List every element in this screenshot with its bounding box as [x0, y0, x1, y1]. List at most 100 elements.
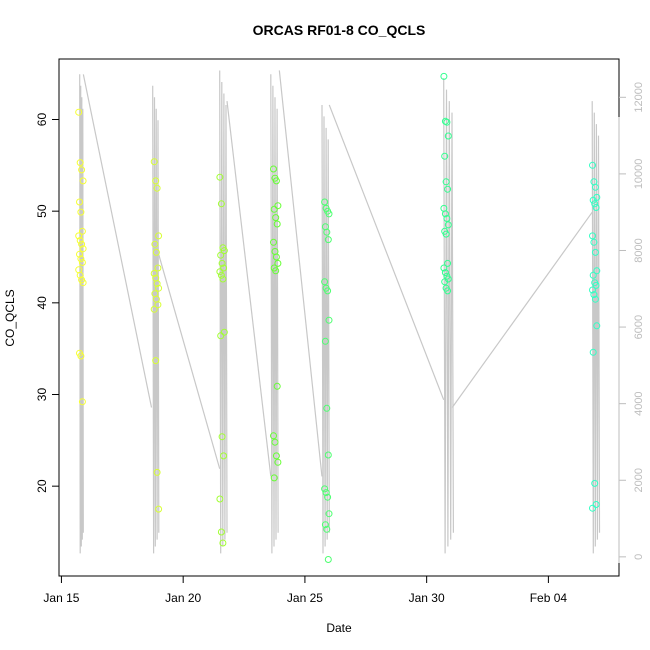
altitude-connector — [328, 104, 445, 401]
data-point — [153, 184, 161, 192]
data-point — [153, 280, 161, 288]
data-point — [76, 250, 83, 258]
x-tick-label: Jan 30 — [409, 591, 445, 605]
data-point — [321, 278, 329, 286]
data-point — [591, 479, 599, 487]
data-point — [155, 284, 163, 292]
data-point — [220, 452, 228, 460]
data-point — [270, 432, 277, 440]
secondary-y-tick-label: 6000 — [633, 315, 645, 339]
data-point — [152, 357, 160, 365]
data-point — [217, 271, 225, 279]
data-point — [78, 398, 86, 406]
x-axis: Jan 15 Jan 20 Jan 25 Jan 30 Feb 04 — [43, 575, 567, 605]
data-point — [443, 215, 451, 222]
data-point — [274, 458, 282, 466]
data-point — [590, 291, 598, 299]
data-point — [441, 269, 449, 277]
chart-title: ORCAS RF01-8 CO_QCLS — [253, 22, 426, 38]
data-point — [218, 259, 226, 267]
secondary-y-tick-label: 8000 — [633, 238, 645, 262]
data-point — [76, 237, 84, 244]
data-point — [441, 152, 449, 160]
data-point — [589, 286, 596, 294]
data-point — [270, 165, 277, 173]
data-point — [591, 183, 599, 191]
data-point — [220, 247, 228, 255]
data-point — [79, 279, 87, 287]
data-point — [591, 248, 599, 256]
data-point — [325, 510, 333, 518]
data-point — [590, 238, 598, 246]
data-point — [78, 227, 86, 235]
data-point — [324, 556, 332, 563]
data-point — [75, 232, 83, 240]
data-point — [442, 230, 450, 238]
data-point — [220, 328, 228, 336]
altitude-segment — [443, 78, 454, 554]
y-tick-label: 40 — [35, 296, 49, 310]
altitude-connector — [82, 74, 153, 408]
x-tick-label: Jan 25 — [287, 591, 323, 605]
x-tick-label: Jan 15 — [43, 591, 79, 605]
data-point — [270, 205, 278, 213]
data-point — [216, 495, 224, 503]
data-point — [76, 271, 84, 279]
data-point — [444, 259, 452, 267]
data-point — [151, 240, 159, 248]
data-point — [324, 451, 332, 459]
data-point — [152, 248, 160, 256]
data-point — [321, 337, 329, 345]
data-point — [270, 474, 278, 482]
data-point — [440, 72, 448, 80]
data-point — [153, 468, 161, 476]
data-point — [220, 264, 228, 272]
data-point — [324, 287, 332, 295]
data-point — [78, 240, 86, 248]
data-point — [321, 521, 329, 529]
data-point — [216, 268, 224, 276]
data-point — [592, 501, 600, 508]
data-point — [79, 177, 87, 185]
data-point — [441, 210, 449, 218]
data-point — [77, 255, 85, 263]
data-point — [589, 196, 597, 204]
altitude-segment — [79, 74, 84, 554]
data-point — [444, 287, 452, 295]
data-point — [324, 493, 332, 501]
data-point — [591, 200, 599, 208]
data-point — [218, 433, 226, 441]
altitude-connector — [451, 211, 593, 408]
data-point — [593, 267, 601, 275]
data-point — [77, 352, 85, 360]
data-point — [272, 177, 280, 185]
data-point — [152, 177, 160, 185]
altitude-segment — [219, 70, 228, 554]
data-point — [323, 404, 331, 412]
data-point — [76, 198, 83, 206]
x-tick-label: Jan 20 — [165, 591, 201, 605]
data-point — [589, 271, 597, 279]
x-axis-label: Date — [326, 621, 352, 635]
data-point — [79, 245, 87, 253]
data-point — [271, 438, 279, 446]
secondary-y-tick-label: 12000 — [633, 82, 645, 113]
secondary-y-axis: 0 2000 4000 6000 8000 10000 12000 — [618, 82, 645, 563]
data-point — [592, 204, 600, 211]
data-point — [589, 504, 596, 512]
data-point — [325, 210, 333, 218]
data-point — [78, 166, 86, 174]
y-tick-label: 60 — [35, 113, 49, 127]
data-point — [154, 264, 162, 272]
altitude-trace — [79, 70, 601, 554]
data-points — [75, 72, 601, 563]
data-point — [78, 259, 86, 266]
altitude-segment — [270, 74, 279, 554]
data-point — [441, 278, 449, 286]
secondary-y-tick-label: 2000 — [633, 468, 645, 492]
data-point — [273, 220, 281, 228]
data-point — [589, 161, 596, 169]
secondary-y-tick-label: 10000 — [633, 159, 645, 190]
data-point — [154, 301, 162, 309]
